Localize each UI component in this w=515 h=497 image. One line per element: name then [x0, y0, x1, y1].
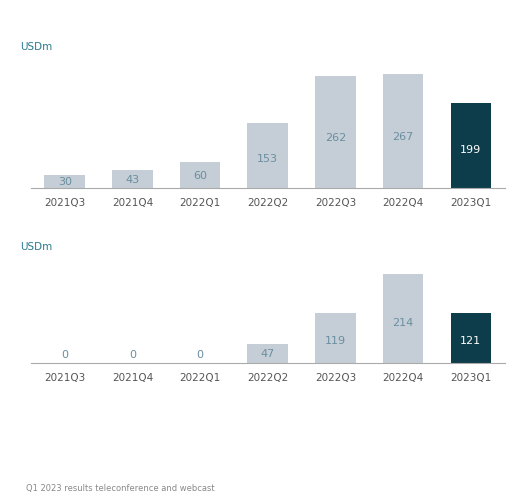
Text: 214: 214: [392, 318, 414, 328]
Text: Dividends: Dividends: [28, 213, 105, 227]
Bar: [180, 163, 220, 188]
Bar: [383, 74, 423, 188]
Text: 0: 0: [129, 350, 136, 360]
Text: 121: 121: [460, 335, 482, 345]
Text: 153: 153: [258, 154, 278, 164]
Bar: [315, 314, 356, 363]
Text: USDm: USDm: [21, 242, 53, 252]
Text: 199: 199: [460, 145, 482, 155]
Text: 30: 30: [58, 177, 72, 187]
Bar: [383, 274, 423, 363]
Text: 60: 60: [193, 171, 207, 181]
Text: Q1 2023 results teleconference and webcast: Q1 2023 results teleconference and webca…: [26, 484, 214, 493]
Text: 43: 43: [125, 174, 140, 184]
Text: 0: 0: [61, 350, 68, 360]
Text: EBITDA: EBITDA: [28, 12, 85, 26]
Bar: [44, 175, 85, 188]
Bar: [451, 313, 491, 363]
Text: 0: 0: [197, 350, 203, 360]
Text: 119: 119: [325, 336, 346, 346]
Text: 267: 267: [392, 132, 414, 142]
Bar: [248, 123, 288, 188]
Text: 262: 262: [325, 133, 346, 143]
Text: 47: 47: [261, 349, 275, 359]
Bar: [248, 343, 288, 363]
Text: USDm: USDm: [21, 42, 53, 52]
Bar: [112, 169, 153, 188]
Bar: [451, 103, 491, 188]
Bar: [315, 76, 356, 188]
